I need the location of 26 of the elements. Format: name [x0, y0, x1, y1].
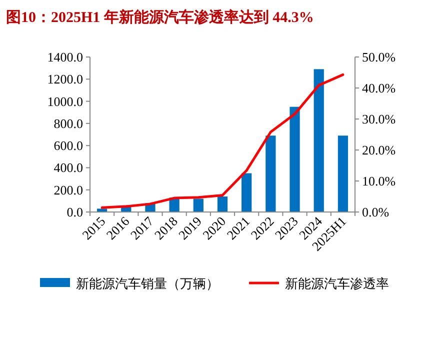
y-tick-label: 1200.0	[47, 72, 83, 87]
y2-tick-label: 20.0%	[362, 142, 396, 158]
y-tick-label: 1000.0	[47, 94, 83, 109]
y2-tick-label: 40.0%	[362, 80, 396, 96]
chart-title: 图10：2025H1 年新能源汽车渗透率达到 44.3%	[6, 8, 314, 26]
y-tick-label: 0.0	[66, 204, 83, 220]
bar	[290, 106, 300, 212]
y-tick-label: 400.0	[54, 160, 83, 176]
bar	[266, 136, 276, 212]
legend-item: 新能源汽车销量（万辆）	[40, 276, 219, 291]
bar	[242, 173, 252, 212]
bar	[338, 136, 348, 212]
legend-label: 新能源汽车渗透率	[285, 276, 389, 291]
legend-label: 新能源汽车销量（万辆）	[76, 276, 219, 291]
bar	[217, 196, 228, 212]
y-tick-label: 800.0	[54, 116, 83, 131]
y2-tick-label: 10.0%	[362, 174, 396, 188]
y2-tick-label: 0.0%	[362, 204, 390, 220]
bar	[314, 69, 324, 212]
y-tick-label: 200.0	[54, 182, 83, 198]
y-tick-label: 600.0	[54, 138, 83, 154]
y2-tick-label: 50.0%	[362, 50, 396, 64]
legend-item: 新能源汽车渗透率	[249, 276, 389, 291]
y2-tick-label: 30.0%	[362, 112, 396, 126]
y-tick-label: 1400.0	[47, 50, 83, 64]
bar	[193, 198, 204, 212]
